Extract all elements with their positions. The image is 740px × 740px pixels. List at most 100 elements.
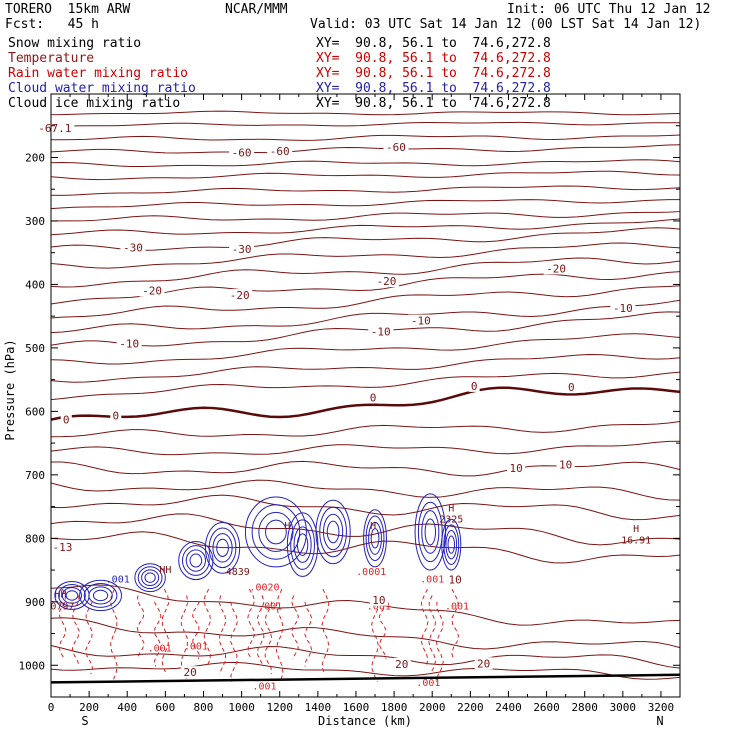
- rain-contour: [428, 595, 437, 675]
- field-value-label: .001: [184, 641, 208, 652]
- field-value-label: 4839: [226, 567, 250, 578]
- isotherm-label: -10: [613, 302, 633, 315]
- isotherm-label-bg: [610, 301, 636, 314]
- cloud-water-contour: [244, 496, 307, 568]
- y-tick-label: 1000: [19, 659, 46, 672]
- isotherm-label: -67.1: [38, 122, 71, 135]
- isotherm-label: 10: [559, 459, 572, 472]
- x-tick-label: 0: [48, 701, 55, 714]
- isotherm-label-bg: [227, 289, 253, 302]
- y-tick-label: 400: [25, 278, 45, 291]
- isotherm-label: -30: [123, 242, 143, 255]
- isotherm-line: [50, 121, 681, 127]
- legend-xy-cloud-ice: XY= 90.8, 56.1 to 74.6,272.8: [316, 96, 551, 111]
- y-tick-label: 900: [25, 596, 45, 609]
- isotherm-line: [50, 257, 681, 288]
- rain-contour: [371, 595, 379, 682]
- valid-time: Valid: 03 UTC Sat 14 Jan 12 (00 LST Sat …: [310, 17, 702, 32]
- field-value-label: .001: [420, 575, 444, 586]
- isotherm-label-bg: [543, 262, 569, 275]
- isotherm-label: 0: [471, 380, 478, 393]
- cloud-water-contour: [414, 493, 447, 571]
- cloud-water-contour: [181, 545, 210, 576]
- isotherm-label-bg: [49, 541, 75, 554]
- isotherm-line: [50, 185, 681, 196]
- x-tick-label: 3200: [648, 701, 675, 714]
- x-tick-label: 1400: [305, 701, 332, 714]
- isotherm-label-bg: [368, 325, 394, 338]
- legend-label-cloud-ice: Cloud ice mixing ratio: [8, 96, 181, 111]
- isotherm-label-bg: [229, 146, 255, 159]
- isotherm-line: [50, 110, 681, 116]
- isotherm-label-bg: [116, 337, 142, 350]
- rain-contour: [153, 601, 162, 667]
- cloud-water-contour: [65, 590, 79, 601]
- isotherm-line: [50, 644, 681, 669]
- field-value-label: .0001: [356, 567, 386, 578]
- isotherm-label-bg: [35, 122, 75, 135]
- rain-contour: [451, 588, 459, 660]
- x-tick-label: 600: [155, 701, 175, 714]
- field-value-label: .001: [252, 681, 276, 692]
- cloud-water-contour: [144, 572, 156, 583]
- isotherm-line: [50, 371, 681, 401]
- isotherm-label-bg: [468, 379, 480, 392]
- cloud-water-contour: [370, 528, 380, 549]
- forecast-hour: Fcst: 45 h: [5, 17, 99, 32]
- isotherm-label: -10: [371, 325, 391, 338]
- rain-contour: [136, 595, 145, 660]
- isotherm-label-bg: [507, 461, 526, 474]
- isotherm-label-bg: [229, 242, 255, 255]
- rain-contour: [161, 588, 170, 675]
- rain-contour: [203, 588, 212, 667]
- isotherm-label-bg: [373, 275, 399, 288]
- isotherm-label-bg: [474, 657, 493, 670]
- x-tick-label: 1000: [228, 701, 255, 714]
- isotherm-label: -60: [232, 146, 252, 159]
- cloud-water-contour: [265, 519, 287, 545]
- x-axis-label: Distance (km): [318, 714, 412, 728]
- cloud-water-contour: [417, 501, 443, 563]
- isotherm-label-bg: [408, 314, 434, 327]
- isotherm-line: [50, 285, 681, 319]
- isotherm-line: [50, 299, 681, 334]
- cloud-water-contour: [58, 584, 86, 607]
- rain-contour: [321, 588, 330, 675]
- isotherm-label-bg: [565, 381, 577, 394]
- isotherm-label-bg: [446, 573, 465, 586]
- y-tick-label: 800: [25, 532, 45, 545]
- cloud-water-contour: [204, 521, 241, 574]
- x-tick-label: 2800: [571, 701, 598, 714]
- cloud-water-contour: [216, 538, 229, 557]
- cloud-water-contour: [445, 529, 458, 560]
- cloud-water-contour: [421, 510, 440, 554]
- legend-xy-cloud-water: XY= 90.8, 56.1 to 74.6,272.8: [316, 81, 551, 96]
- isotherm-label: 0: [112, 410, 119, 423]
- rain-contour: [247, 588, 256, 660]
- right-endpoint-label: N: [656, 714, 663, 728]
- isotherm-label: -10: [119, 337, 139, 350]
- field-value-label: HH: [55, 589, 67, 600]
- cloud-water-contour: [92, 589, 109, 602]
- cloud-water-contour: [290, 519, 315, 570]
- cloud-water-contour: [319, 506, 347, 558]
- isotherm-line: [50, 661, 681, 680]
- cloud-water-contour: [134, 563, 166, 593]
- isotherm-label-bg: [120, 241, 146, 254]
- isotherm-label: 20: [477, 657, 490, 670]
- field-value-label: .001: [367, 601, 391, 612]
- x-tick-label: 3000: [610, 701, 637, 714]
- cloud-water-contour: [315, 499, 351, 565]
- rain-contour: [291, 595, 299, 660]
- isotherm-line: [50, 354, 681, 383]
- cloud-water-contour: [189, 553, 203, 568]
- isotherm-line: [50, 460, 681, 477]
- cloud-water-contour: [447, 535, 456, 554]
- cloud-water-contour: [296, 533, 309, 556]
- isotherm-label: -20: [230, 289, 250, 302]
- cloud-water-contour: [185, 549, 206, 572]
- isotherm-label: -10: [411, 315, 431, 328]
- isotherm-label-bg: [369, 593, 388, 606]
- cloud-water-contour: [293, 526, 312, 563]
